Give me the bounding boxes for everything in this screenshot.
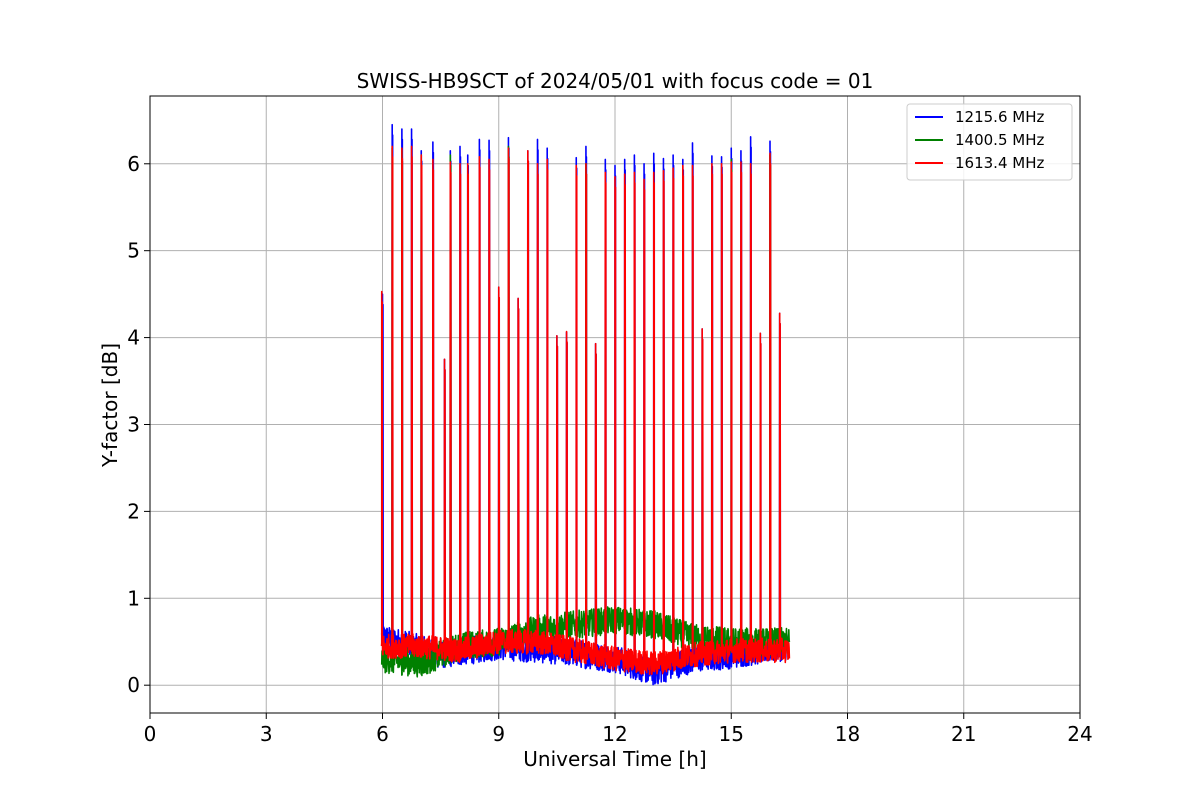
x-tick-label: 6 <box>376 722 389 746</box>
legend-entry: 1613.4 MHz <box>955 154 1044 172</box>
y-tick-label: 4 <box>127 326 140 350</box>
y-axis: 0 1 2 3 4 5 6 <box>127 152 150 697</box>
chart-title: SWISS-HB9SCT of 2024/05/01 with focus co… <box>357 69 874 93</box>
x-tick-label: 15 <box>719 722 744 746</box>
legend: 1215.6 MHz 1400.5 MHz 1613.4 MHz <box>906 103 1073 181</box>
x-tick-label: 9 <box>492 722 505 746</box>
x-tick-label: 18 <box>835 722 860 746</box>
y-tick-label: 5 <box>127 239 140 263</box>
legend-entry: 1215.6 MHz <box>955 108 1044 126</box>
x-axis-label: Universal Time [h] <box>523 747 706 771</box>
legend-box <box>906 103 1073 181</box>
y-tick-label: 2 <box>127 499 140 523</box>
x-tick-label: 24 <box>1067 722 1092 746</box>
x-tick-label: 12 <box>602 722 627 746</box>
x-tick-label: 0 <box>144 722 157 746</box>
x-axis: 0 3 6 9 12 15 18 21 24 <box>144 713 1093 746</box>
y-tick-label: 0 <box>127 673 140 697</box>
x-tick-label: 3 <box>260 722 273 746</box>
series-line-3 <box>380 145 791 676</box>
y-axis-label: Y-factor [dB] <box>98 343 122 468</box>
y-tick-label: 3 <box>127 412 140 436</box>
series-layer <box>380 123 791 686</box>
legend-entry: 1400.5 MHz <box>955 131 1044 149</box>
y-tick-label: 1 <box>127 586 140 610</box>
y-tick-label: 6 <box>127 152 140 176</box>
x-tick-label: 21 <box>951 722 976 746</box>
